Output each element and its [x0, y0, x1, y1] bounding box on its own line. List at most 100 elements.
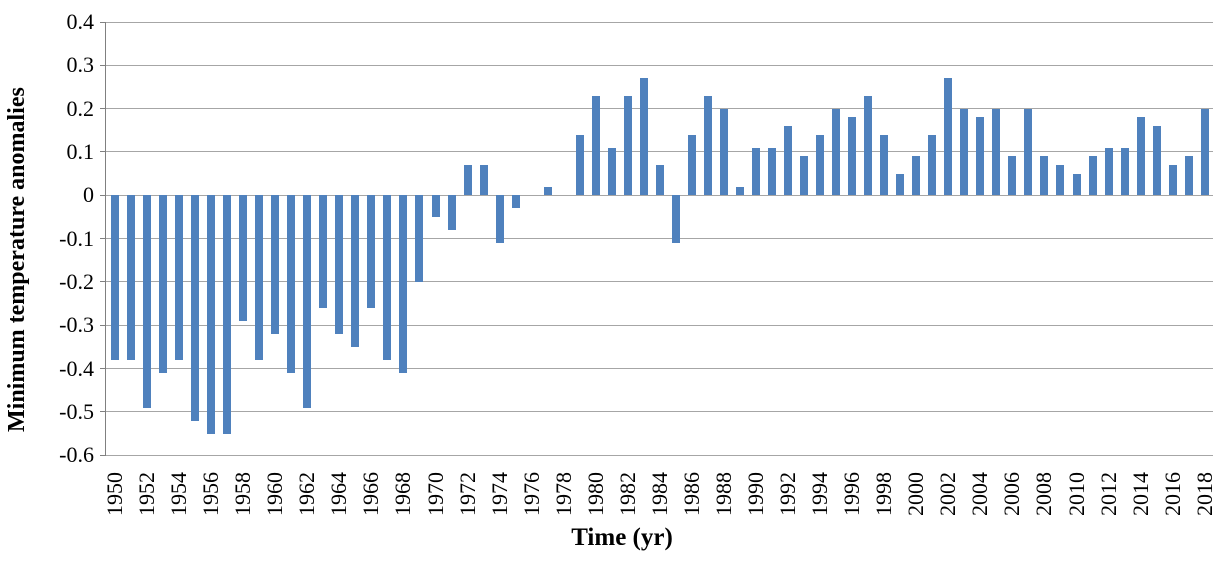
x-tick-label-1956: 1956: [198, 472, 224, 516]
bar-1994: [816, 134, 825, 196]
x-tick-label-1968: 1968: [390, 472, 416, 516]
bar-1986: [687, 134, 696, 196]
x-tick-label-2018: 2018: [1191, 472, 1217, 516]
y-axis-tick: [100, 368, 106, 370]
x-tick-label-1998: 1998: [871, 472, 897, 516]
x-tick-label-1960: 1960: [262, 472, 288, 516]
bar-2011: [1088, 156, 1097, 196]
y-tick-label-0: 0: [83, 182, 94, 208]
gridline: [105, 108, 1213, 110]
bar-1960: [271, 195, 280, 334]
bar-2013: [1120, 147, 1129, 196]
bar-2014: [1136, 117, 1145, 196]
bar-1975: [511, 195, 520, 209]
x-tick-label-2010: 2010: [1063, 472, 1089, 516]
x-tick-label-1958: 1958: [230, 472, 256, 516]
y-tick-label-0.4: 0.4: [66, 9, 95, 34]
x-tick-label-1996: 1996: [839, 472, 865, 516]
bar-1980: [591, 95, 600, 196]
y-tick-label-0.3: 0.3: [66, 52, 95, 78]
bar-2006: [1008, 156, 1017, 196]
bar-1952: [143, 195, 152, 408]
bar-1955: [191, 195, 200, 421]
bar-1974: [495, 195, 504, 243]
bar-1972: [463, 164, 472, 196]
x-tick-label-2008: 2008: [1031, 472, 1057, 516]
bar-1971: [447, 195, 456, 230]
bar-1997: [864, 95, 873, 196]
bar-1950: [111, 195, 119, 360]
x-axis-title: Time (yr): [571, 524, 673, 551]
bar-1969: [415, 195, 424, 282]
bar-1995: [832, 108, 841, 196]
bar-1981: [607, 147, 616, 196]
x-tick-label-1950: 1950: [102, 472, 127, 516]
bar-2004: [976, 117, 985, 196]
x-tick-label-1954: 1954: [166, 472, 192, 516]
x-tick-label-1990: 1990: [743, 472, 768, 516]
y-tick-label--0.3: -0.3: [59, 312, 94, 338]
bar-2001: [928, 134, 937, 196]
y-tick-label--0.2: -0.2: [59, 268, 94, 294]
bar-1956: [207, 195, 216, 434]
plot-area: [105, 21, 1213, 456]
bar-2009: [1056, 164, 1065, 196]
x-tick-label-2006: 2006: [999, 472, 1025, 516]
bar-1988: [719, 108, 728, 196]
bar-1954: [175, 195, 184, 360]
bar-1964: [335, 195, 344, 334]
gridline: [105, 194, 1213, 196]
x-tick-label-2002: 2002: [935, 472, 961, 516]
x-tick-label-2004: 2004: [967, 472, 993, 516]
y-axis-tick: [100, 64, 106, 66]
x-tick-label-1980: 1980: [582, 472, 608, 516]
bar-2018: [1200, 108, 1209, 196]
x-tick-label-1982: 1982: [614, 472, 640, 516]
bar-1951: [127, 195, 136, 360]
bar-1966: [367, 195, 376, 308]
bar-1992: [784, 125, 793, 196]
bar-1958: [239, 195, 248, 321]
y-axis-tick: [100, 238, 106, 240]
x-tick-label-1974: 1974: [486, 472, 512, 516]
bar-1977: [543, 186, 552, 196]
bar-2012: [1104, 147, 1113, 196]
x-tick-label-1986: 1986: [678, 472, 704, 516]
bar-1963: [319, 195, 328, 308]
bar-1998: [880, 134, 889, 196]
x-tick-label-2000: 2000: [903, 472, 929, 516]
bar-1989: [735, 186, 744, 196]
x-tick-label-1994: 1994: [807, 472, 833, 516]
gridline: [105, 281, 1213, 283]
bar-1985: [671, 195, 680, 243]
y-tick-label-0.2: 0.2: [66, 95, 95, 121]
x-tick-label-1966: 1966: [358, 472, 384, 516]
bar-2002: [944, 78, 953, 196]
bar-2005: [992, 108, 1001, 196]
gridline: [105, 454, 1213, 456]
bar-1996: [848, 117, 857, 196]
y-tick-label--0.1: -0.1: [59, 225, 94, 251]
bar-1961: [287, 195, 296, 373]
bar-2015: [1152, 125, 1161, 196]
bar-1953: [159, 195, 168, 373]
y-tick-label--0.4: -0.4: [59, 355, 94, 381]
x-tick-label-1976: 1976: [518, 472, 544, 516]
gridline: [105, 64, 1213, 66]
bar-1990: [752, 147, 760, 196]
y-axis-tick: [100, 151, 106, 153]
bar-1999: [896, 173, 905, 196]
bar-2016: [1168, 164, 1177, 196]
gridline: [105, 411, 1213, 413]
bar-1965: [351, 195, 360, 347]
y-axis-tick: [100, 21, 106, 23]
bar-1962: [303, 195, 312, 408]
x-tick-label-1988: 1988: [710, 472, 736, 516]
y-tick-label-0.1: 0.1: [66, 138, 95, 164]
x-tick-label-2016: 2016: [1159, 472, 1185, 516]
bar-1987: [703, 95, 712, 196]
bar-1968: [399, 195, 408, 373]
y-axis-tick: [100, 108, 106, 110]
x-tick-label-1970: 1970: [422, 472, 448, 516]
